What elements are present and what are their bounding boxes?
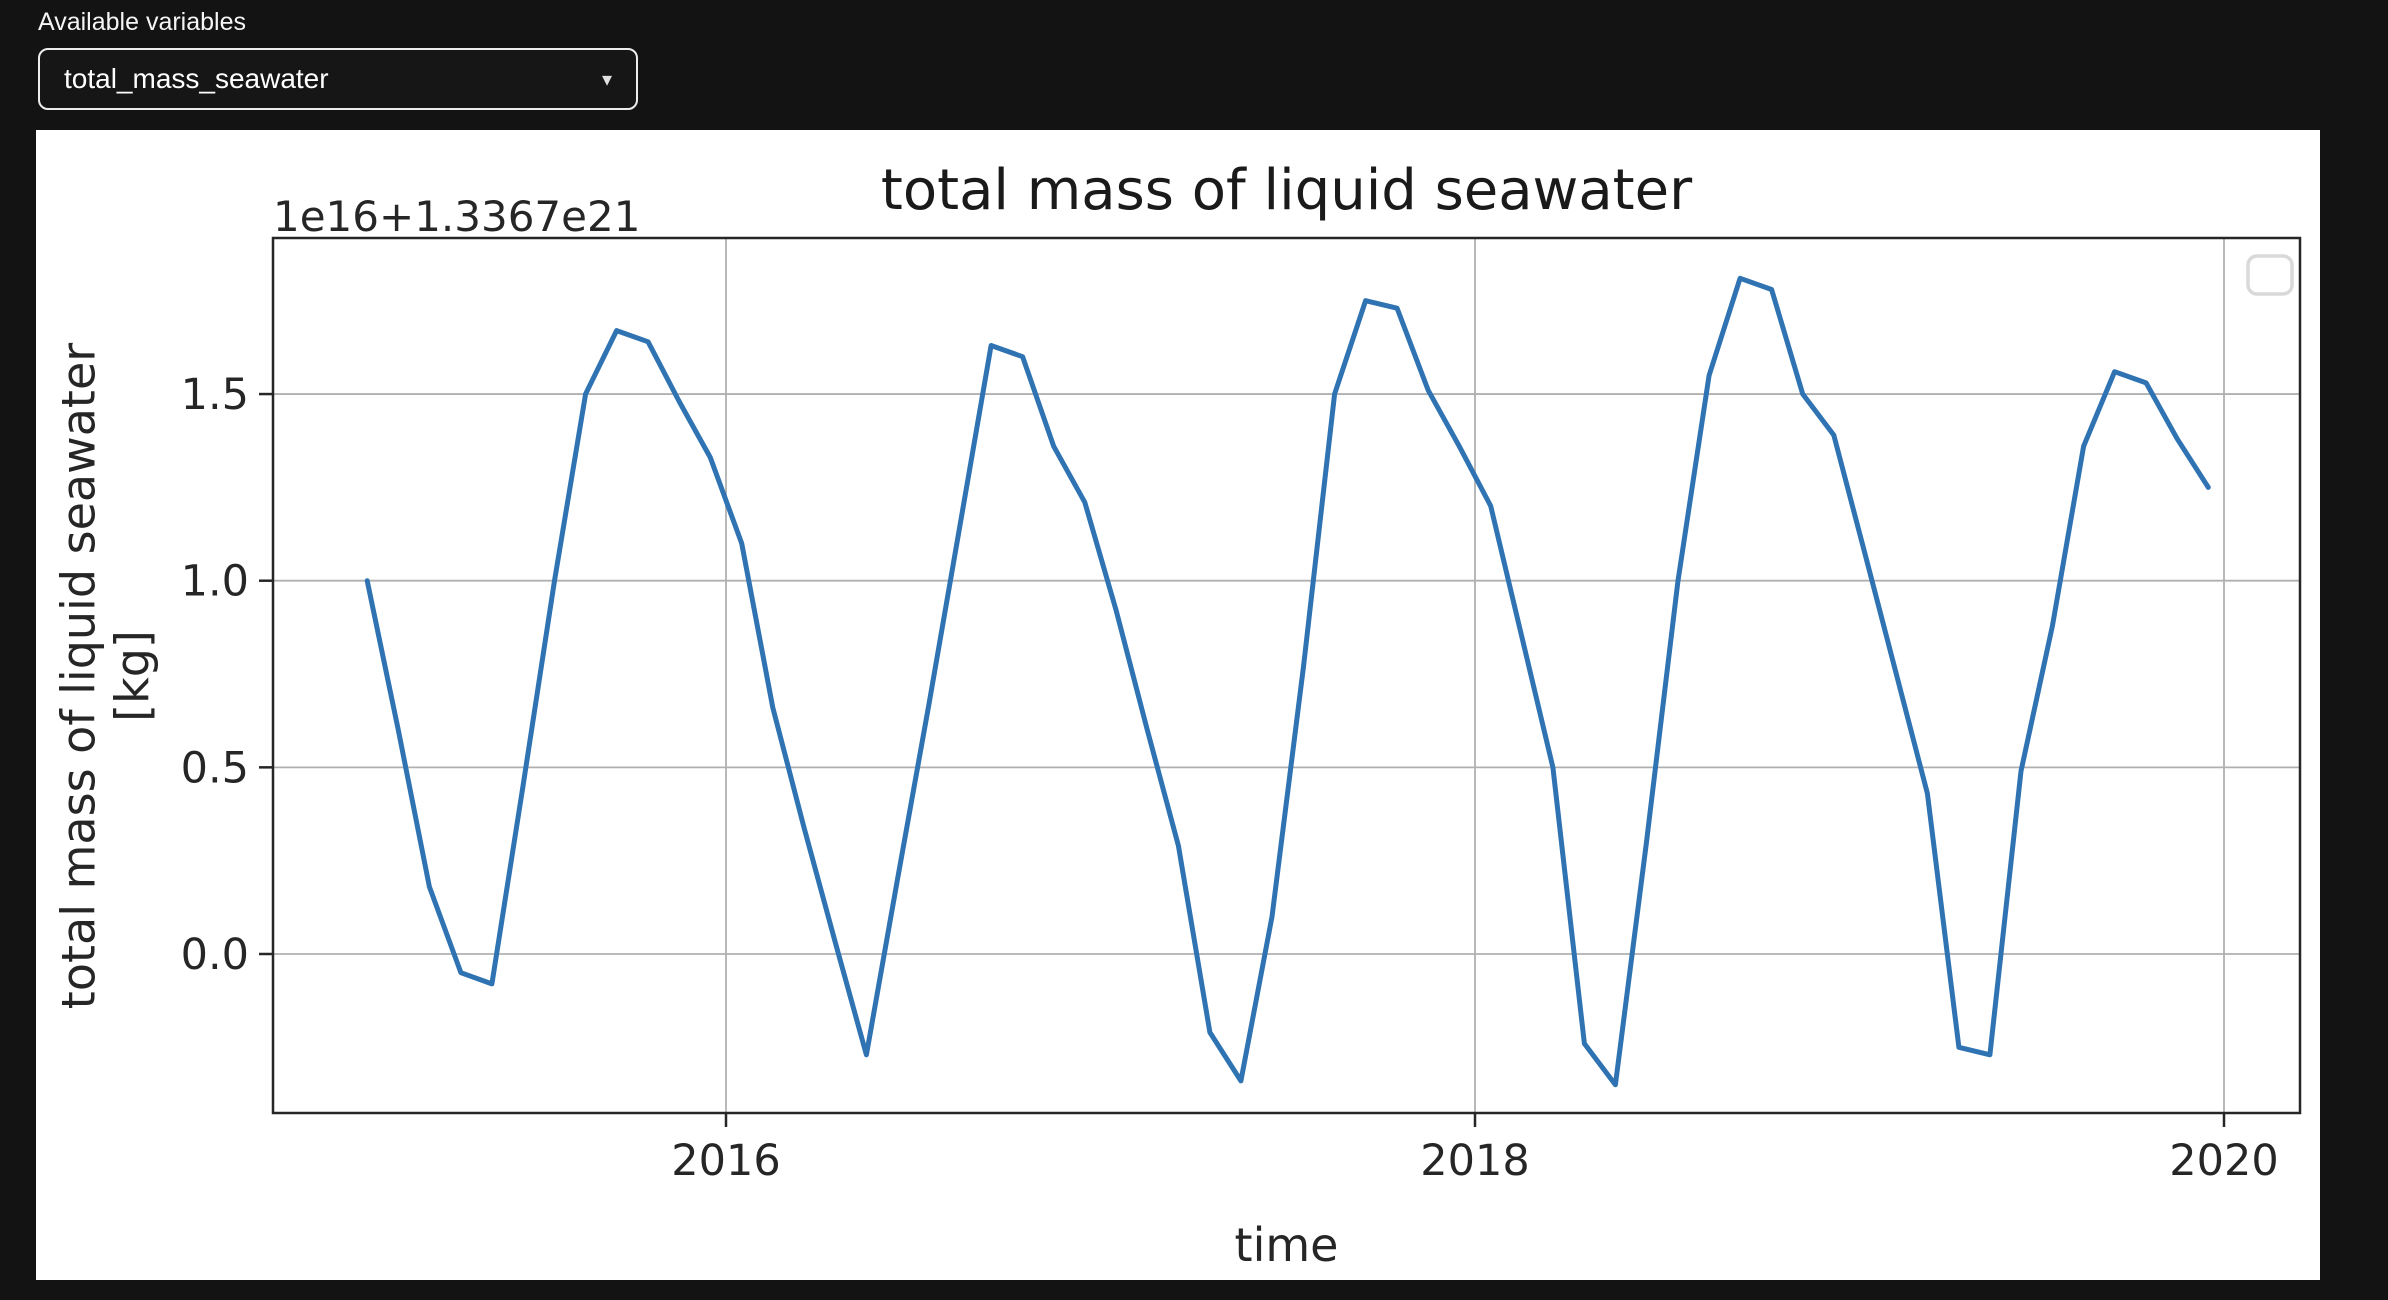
x-tick-label: 2020 [2169, 1136, 2278, 1186]
chevron-down-icon: ▾ [601, 68, 612, 91]
chart-title: total mass of liquid seawater [880, 158, 1693, 223]
y-tick-label: 0.0 [181, 930, 249, 980]
axes-spine [271, 236, 2302, 1115]
plot-area: 0.0 0.5 1.0 1.5 2016 2018 2020 [181, 236, 2302, 1186]
chart-panel: total mass of liquid seawater 1e16+1.336… [36, 130, 2320, 1280]
x-axis-label: time [1234, 1218, 1339, 1272]
legend-box [2246, 254, 2294, 296]
y-axis-offset-label: 1e16+1.3367e21 [273, 192, 641, 241]
y-tick-label: 1.5 [181, 370, 249, 420]
y-tick-label: 0.5 [181, 743, 249, 793]
x-tick-label: 2016 [671, 1136, 780, 1186]
data-line [364, 275, 2211, 1088]
variable-select-value: total_mass_seawater [64, 63, 329, 94]
x-tick-label: 2018 [1420, 1136, 1529, 1186]
y-tick-label: 1.0 [181, 557, 249, 607]
available-variables-label: Available variables [38, 8, 246, 36]
variable-select[interactable]: total_mass_seawater ▾ [38, 48, 638, 110]
